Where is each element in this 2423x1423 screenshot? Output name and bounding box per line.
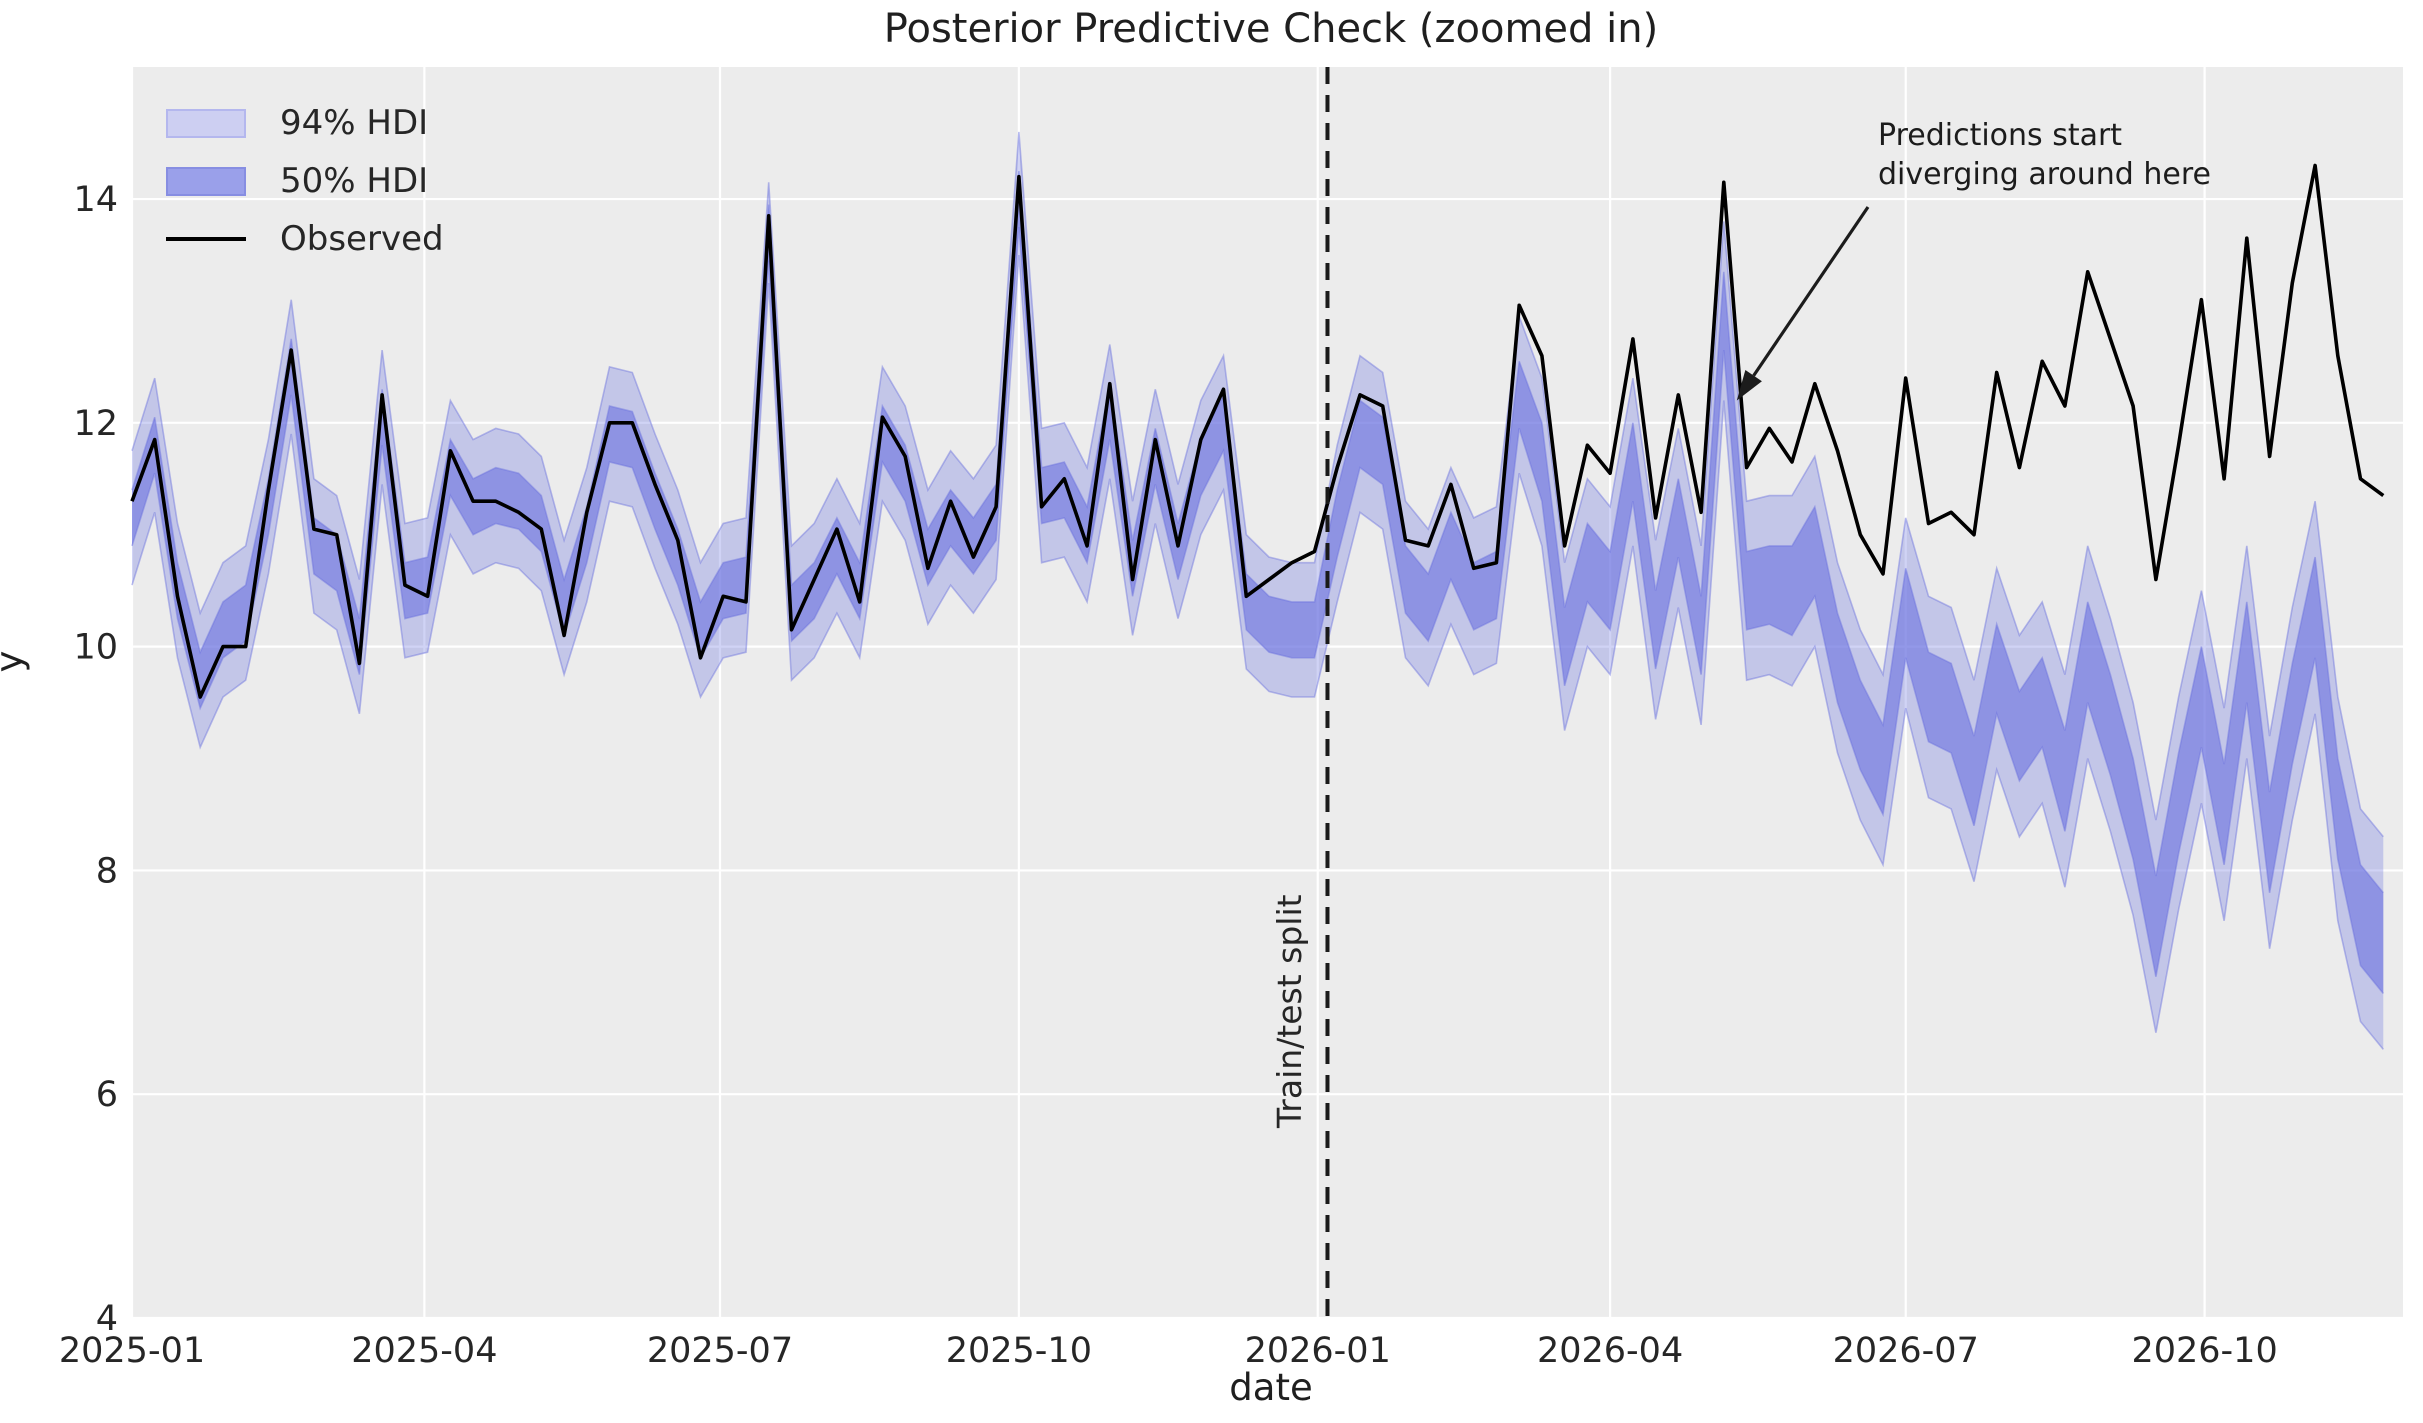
annotation-text: Predictions start diverging around here — [1878, 116, 2211, 194]
y-axis-label: y — [0, 651, 30, 673]
hdi-94-band-lower-edge — [131, 254, 2384, 1050]
x-tick-label: 2026-04 — [1537, 1331, 1683, 1371]
line-icon — [166, 237, 246, 241]
x-tick-label: 2025-10 — [946, 1331, 1092, 1371]
x-tick-label: 2026-10 — [2131, 1331, 2277, 1371]
band-light-icon — [166, 108, 246, 138]
x-tick-label: 2025-04 — [351, 1331, 497, 1371]
x-tick-label: 2025-01 — [59, 1331, 205, 1371]
x-axis-label: date — [1229, 1366, 1313, 1409]
legend: 94% HDI 50% HDI Observed — [166, 100, 444, 274]
hdi-94-band-upper-edge — [131, 131, 2384, 838]
band-dark-icon — [166, 166, 246, 196]
x-tick-label: 2025-07 — [647, 1331, 793, 1371]
x-tick-label: 2026-07 — [1833, 1331, 1979, 1371]
annotation-arrow-line — [1752, 206, 1870, 377]
x-tick-label: 2026-01 — [1245, 1331, 1391, 1371]
legend-item-94-hdi: 94% HDI — [166, 100, 444, 146]
observed-line — [130, 163, 2385, 699]
y-tick-label: 8 — [96, 851, 118, 891]
y-tick-label: 14 — [73, 180, 118, 220]
legend-label: 50% HDI — [280, 161, 429, 201]
hdi-50-band-upper-edge — [131, 171, 2384, 894]
hdi-50-band-lower-edge — [131, 226, 2384, 995]
legend-item-50-hdi: 50% HDI — [166, 158, 444, 204]
y-tick-label: 10 — [73, 628, 118, 668]
chart-title: Posterior Predictive Check (zoomed in) — [883, 6, 1659, 52]
split-line-label: Train/test split — [1270, 894, 1309, 1128]
y-tick-label: 6 — [96, 1075, 118, 1115]
legend-label: 94% HDI — [280, 103, 429, 143]
legend-label: Observed — [280, 219, 444, 259]
legend-item-observed: Observed — [166, 216, 444, 262]
y-tick-label: 12 — [73, 404, 118, 444]
annotation-arrowhead-icon — [1736, 370, 1762, 401]
annotation-line1: Predictions start — [1878, 118, 2123, 153]
y-tick-label: 4 — [96, 1299, 118, 1339]
annotation-line2: diverging around here — [1878, 157, 2211, 192]
hdi-50-band — [132, 171, 2384, 994]
